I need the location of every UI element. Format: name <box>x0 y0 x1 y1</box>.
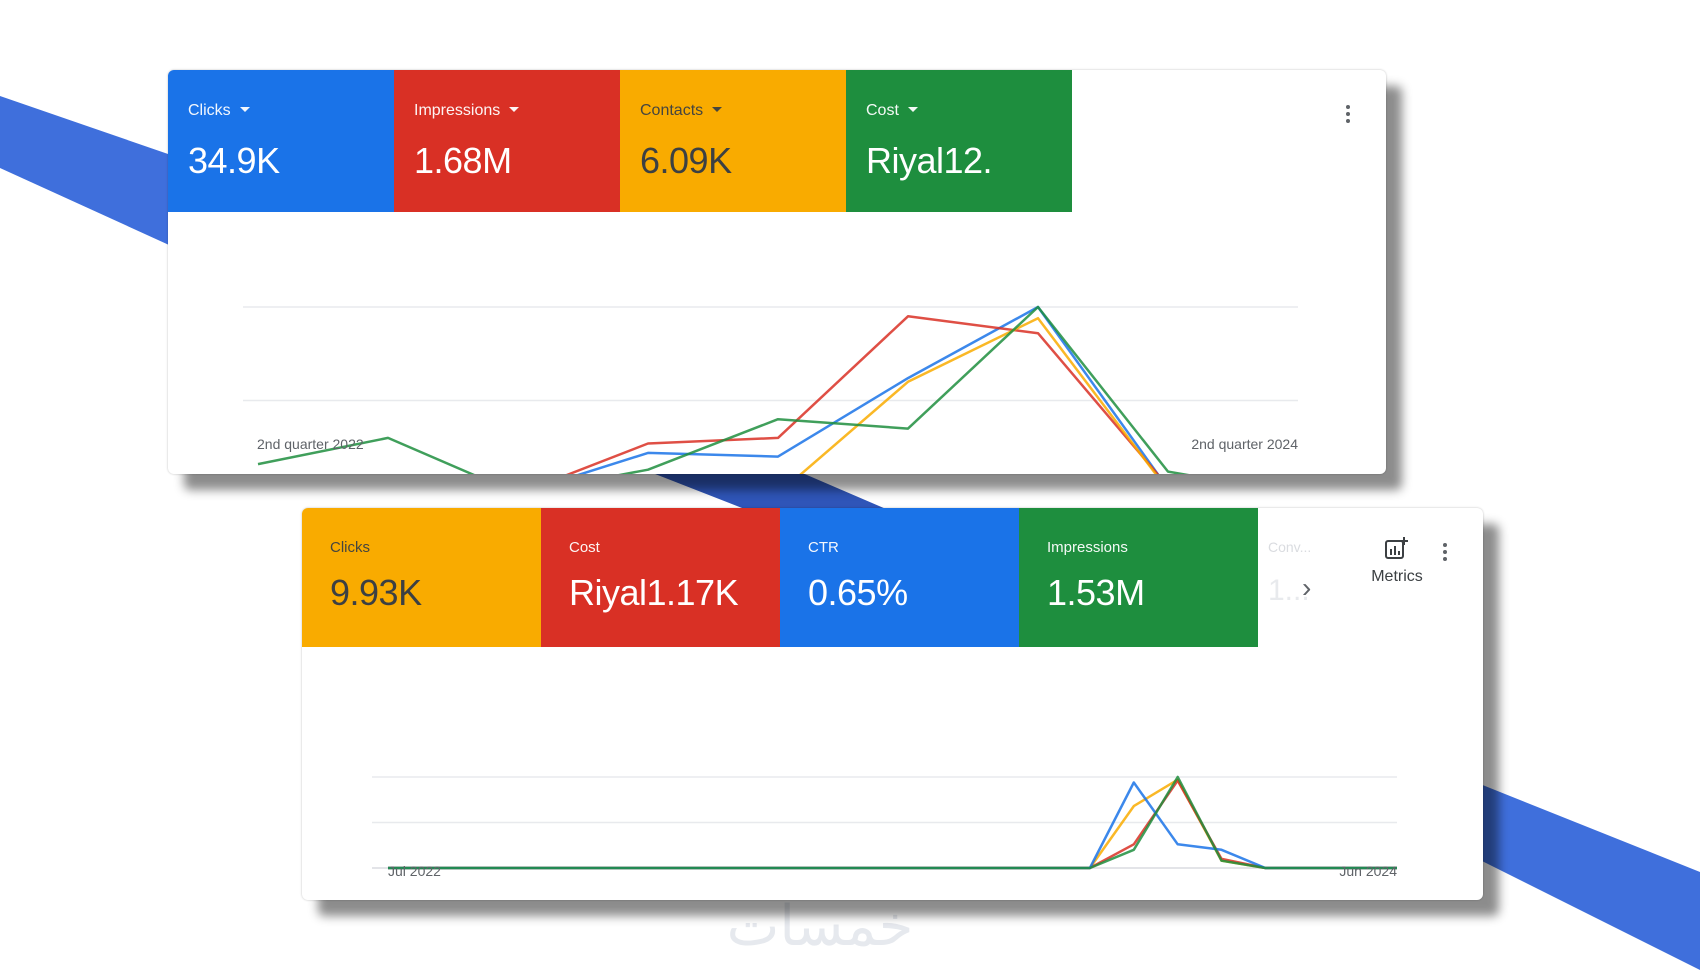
metric-value: 9.93K <box>330 572 422 613</box>
metric-label: Conv... <box>1268 539 1312 555</box>
series-line-cost <box>388 779 1397 870</box>
x-axis-start-label: 2nd quarter 2022 <box>257 436 364 452</box>
series-line-cost <box>257 305 1190 474</box>
metric-value: 1... <box>1268 574 1310 607</box>
metric-tile-impressions[interactable]: Impressions 1.53M <box>1019 508 1258 647</box>
metric-label: Cost <box>569 539 600 556</box>
line-chart-overview <box>243 305 1298 474</box>
performance-card-monthly: Clicks 9.93K Cost Riyal1.17K CTR 0.65% I… <box>302 508 1483 900</box>
metric-label: Clicks <box>330 539 370 556</box>
decor-stripe-bottom-right <box>1470 780 1700 970</box>
metric-value: 1.68M <box>414 140 512 181</box>
add-chart-icon <box>1385 537 1408 559</box>
metric-label: Clicks <box>188 102 250 120</box>
metric-tile-conversions-partial[interactable]: Conv... 1... <box>1258 508 1328 647</box>
x-axis-end-label: Jun 2024 <box>1339 863 1397 879</box>
metric-value: Riyal12. <box>866 140 993 181</box>
series-line-clicks <box>388 778 1397 870</box>
decor-stripe-top-left <box>0 96 200 250</box>
metrics-button[interactable]: Metrics <box>1362 536 1432 586</box>
metric-tile-clicks[interactable]: Clicks 9.93K <box>302 508 541 647</box>
metric-tile-cost[interactable]: Cost Riyal12. <box>846 70 1072 212</box>
metric-tile-contacts[interactable]: Contacts 6.09K <box>620 70 846 212</box>
metric-tile-clicks[interactable]: Clicks 34.9K <box>168 70 394 212</box>
metric-value: 6.09K <box>640 140 732 181</box>
metric-tile-cost[interactable]: Cost Riyal1.17K <box>541 508 780 647</box>
dropdown-caret-icon[interactable] <box>239 107 250 112</box>
metric-label: Contacts <box>640 102 723 120</box>
metric-label: Impressions <box>1047 539 1128 556</box>
chevron-right-icon[interactable]: › <box>1302 572 1312 603</box>
more-vert-icon[interactable] <box>1435 538 1455 566</box>
metric-tiles: Clicks 34.9K Impressions 1.68M Contacts … <box>168 70 1072 212</box>
metric-value: 1.53M <box>1047 572 1145 613</box>
series-line-clicks <box>577 305 1160 474</box>
decor-stripe-middle <box>650 472 900 515</box>
metric-label: CTR <box>808 539 839 556</box>
line-chart-monthly <box>372 775 1397 870</box>
performance-card-overview: Clicks 34.9K Impressions 1.68M Contacts … <box>168 70 1386 474</box>
dropdown-caret-icon[interactable] <box>712 107 723 112</box>
dropdown-caret-icon[interactable] <box>509 107 520 112</box>
metric-tile-impressions[interactable]: Impressions 1.68M <box>394 70 620 212</box>
metric-label: Impressions <box>414 102 520 120</box>
watermark-logo: خمسات <box>727 894 914 959</box>
series-line-ctr <box>388 781 1397 870</box>
metrics-label: Metrics <box>1371 568 1423 585</box>
metric-value: Riyal1.17K <box>569 572 739 613</box>
more-vert-icon[interactable] <box>1338 100 1358 128</box>
metric-value: 34.9K <box>188 140 280 181</box>
metric-tiles: Clicks 9.93K Cost Riyal1.17K CTR 0.65% I… <box>302 508 1258 647</box>
metric-tile-ctr[interactable]: CTR 0.65% <box>780 508 1019 647</box>
series-line-impressions <box>566 315 1160 474</box>
x-axis-end-label: 2nd quarter 2024 <box>1191 436 1298 452</box>
metric-value: 0.65% <box>808 572 908 613</box>
dropdown-caret-icon[interactable] <box>907 107 918 112</box>
series-line-impressions <box>388 775 1397 870</box>
series-line-contacts <box>799 316 1158 474</box>
metric-label: Cost <box>866 102 918 120</box>
x-axis-start-label: Jul 2022 <box>388 863 441 879</box>
